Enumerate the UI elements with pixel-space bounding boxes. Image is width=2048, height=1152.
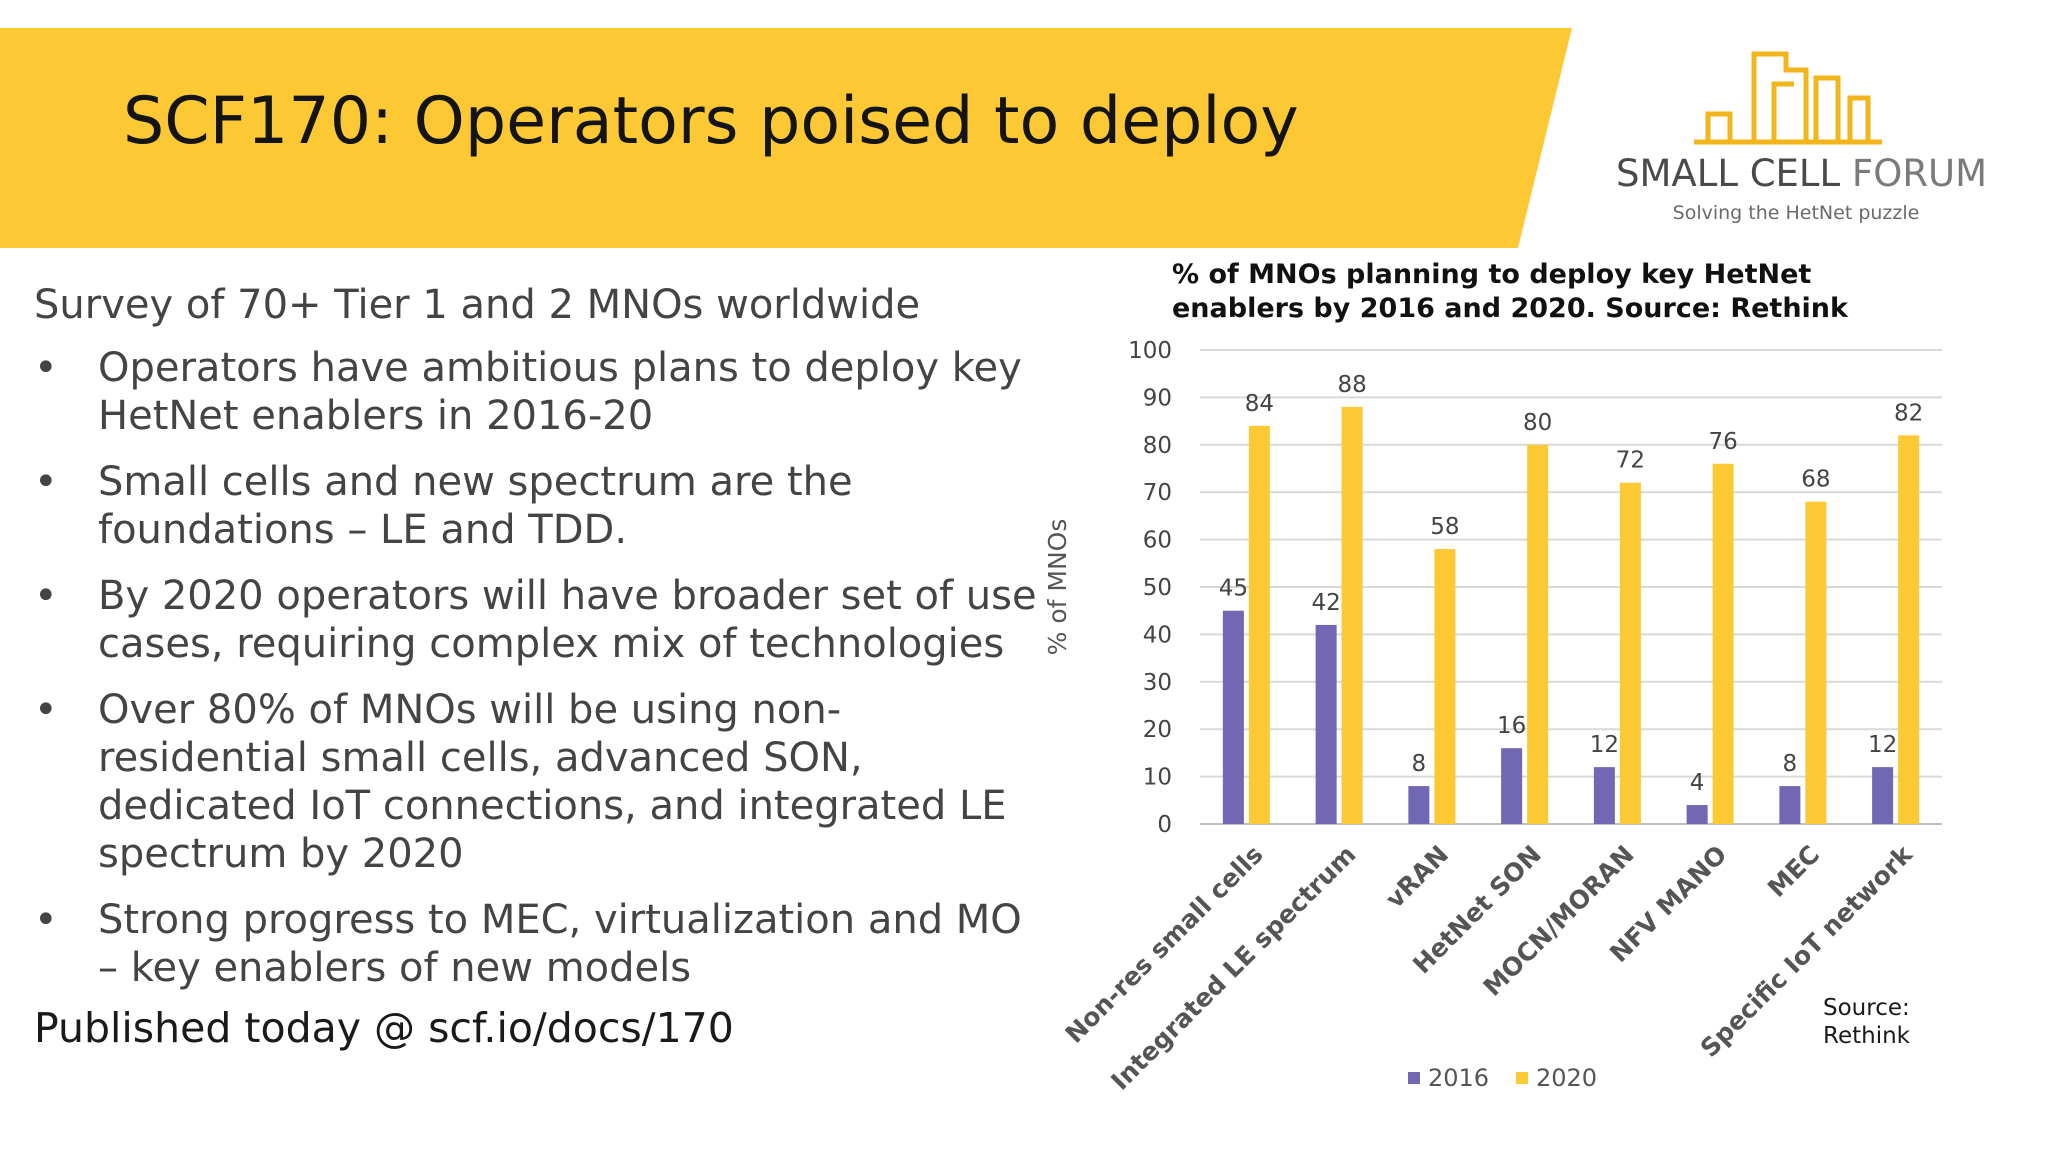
data-label: 45: [1219, 576, 1248, 602]
bar-2020: [1898, 435, 1920, 824]
data-label: 82: [1894, 400, 1923, 426]
y-tick-label: 50: [1143, 575, 1172, 601]
data-label: 4: [1690, 770, 1705, 796]
bar-2020: [1619, 482, 1641, 824]
bullet-dot-icon: •: [34, 459, 58, 505]
bullet-line: By 2020 operators will have broader set …: [98, 573, 1037, 619]
banner-shape: [0, 28, 1572, 248]
data-label: 84: [1245, 391, 1274, 417]
bullet-line: HetNet enablers in 2016-20: [98, 393, 654, 439]
y-tick-label: 20: [1143, 717, 1172, 743]
source-note-line: Rethink: [1823, 1023, 1910, 1049]
logo-name-light: FORUM: [1851, 152, 1988, 195]
bullet-line: Operators have ambitious plans to deploy…: [98, 345, 1022, 391]
title-banner: [0, 28, 1572, 248]
source-note-line: Source:: [1823, 995, 1910, 1021]
bar-2016: [1872, 767, 1894, 824]
y-tick-label: 60: [1143, 528, 1172, 554]
legend-label: 2020: [1536, 1064, 1597, 1092]
bullet-line: residential small cells, advanced SON,: [98, 735, 863, 781]
logo-name: SMALL CELL FORUM: [1616, 152, 1987, 195]
bullet-line: Over 80% of MNOs will be using non-: [98, 687, 842, 733]
data-label: 80: [1523, 410, 1552, 436]
bullet-line: cases, requiring complex mix of technolo…: [98, 621, 1005, 667]
bullet-dot-icon: •: [34, 573, 58, 619]
data-label: 88: [1337, 372, 1366, 398]
bullet-dot-icon: •: [34, 345, 58, 391]
bar-2016: [1222, 610, 1244, 824]
bullet-dot-icon: •: [34, 897, 58, 943]
bullet-list: • Operators have ambitious plans to deplo…: [34, 344, 1074, 1010]
bar-2016: [1779, 786, 1801, 824]
slide-title: SCF170: Operators poised to deploy: [123, 84, 1299, 159]
bullet-line: – key enablers of new models: [98, 945, 692, 991]
bar-2020: [1527, 444, 1549, 824]
bar-2016: [1501, 748, 1523, 824]
bullet-item: • Over 80% of MNOs will be using non-resi…: [34, 686, 1074, 878]
y-tick-label: 70: [1143, 480, 1172, 506]
bullet-item: • Small cells and new spectrum are the fou…: [34, 458, 1074, 554]
source-note: Source: Rethink: [1823, 994, 1910, 1050]
survey-heading: Survey of 70+ Tier 1 and 2 MNOs worldwid…: [34, 282, 921, 328]
bullet-line: Small cells and new spectrum are the: [98, 459, 853, 505]
chart-title: % of MNOs planning to deploy key HetNet: [1172, 259, 1811, 290]
x-tick-label: MEC: [1762, 840, 1825, 903]
data-label: 68: [1801, 467, 1830, 493]
bar-2016: [1408, 786, 1430, 824]
bullet-item: • Strong progress to MEC, virtualization …: [34, 896, 1074, 992]
bullet-item: • Operators have ambitious plans to deplo…: [34, 344, 1074, 440]
bar-2020: [1341, 406, 1363, 824]
data-label: 12: [1590, 732, 1619, 758]
bar-2020: [1712, 463, 1734, 824]
y-tick-label: 100: [1128, 338, 1172, 364]
chart-title: enablers by 2016 and 2020. Source: Rethi…: [1172, 293, 1849, 324]
legend-label: 2016: [1428, 1064, 1489, 1092]
legend-swatch-2020: [1516, 1072, 1528, 1084]
y-tick-label: 0: [1157, 812, 1172, 838]
published-note: Published today @ scf.io/docs/170: [34, 1004, 734, 1052]
data-label: 76: [1708, 429, 1737, 455]
logo-tagline: Solving the HetNet puzzle: [1672, 202, 1920, 224]
y-axis-label: % of MNOs: [1043, 519, 1072, 656]
data-label: 58: [1430, 514, 1459, 540]
data-label: 8: [1412, 751, 1427, 777]
bullet-line: foundations – LE and TDD.: [98, 507, 628, 553]
logo-name-bold: SMALL CELL: [1616, 152, 1841, 195]
bullet-dot-icon: •: [34, 687, 58, 733]
bullet-line: Strong progress to MEC, virtualization a…: [98, 897, 1022, 943]
data-label: 42: [1311, 590, 1340, 616]
y-tick-label: 30: [1143, 670, 1172, 696]
small-cell-forum-logo-icon: [1694, 51, 1882, 145]
bar-2016: [1315, 624, 1337, 824]
y-tick-label: 90: [1143, 385, 1172, 411]
x-tick-label: vRAN: [1380, 840, 1454, 914]
y-tick-label: 10: [1143, 765, 1172, 791]
bar-2016: [1686, 805, 1708, 824]
bar-2020: [1434, 549, 1456, 824]
bar-2016: [1593, 767, 1615, 824]
bullet-line: dedicated IoT connections, and integrate…: [98, 783, 1007, 829]
bar-chart: % of MNOs planning to deploy key HetNete…: [1043, 259, 1942, 1096]
y-tick-label: 40: [1143, 622, 1172, 648]
data-label: 72: [1616, 448, 1645, 474]
data-label: 16: [1497, 713, 1526, 739]
y-tick-label: 80: [1143, 433, 1172, 459]
data-label: 8: [1783, 751, 1798, 777]
bar-2020: [1248, 425, 1270, 824]
bullet-item: • By 2020 operators will have broader set…: [34, 572, 1074, 668]
bullet-line: spectrum by 2020: [98, 831, 464, 877]
legend-swatch-2016: [1408, 1072, 1420, 1084]
bar-2020: [1805, 501, 1827, 824]
data-label: 12: [1868, 732, 1897, 758]
